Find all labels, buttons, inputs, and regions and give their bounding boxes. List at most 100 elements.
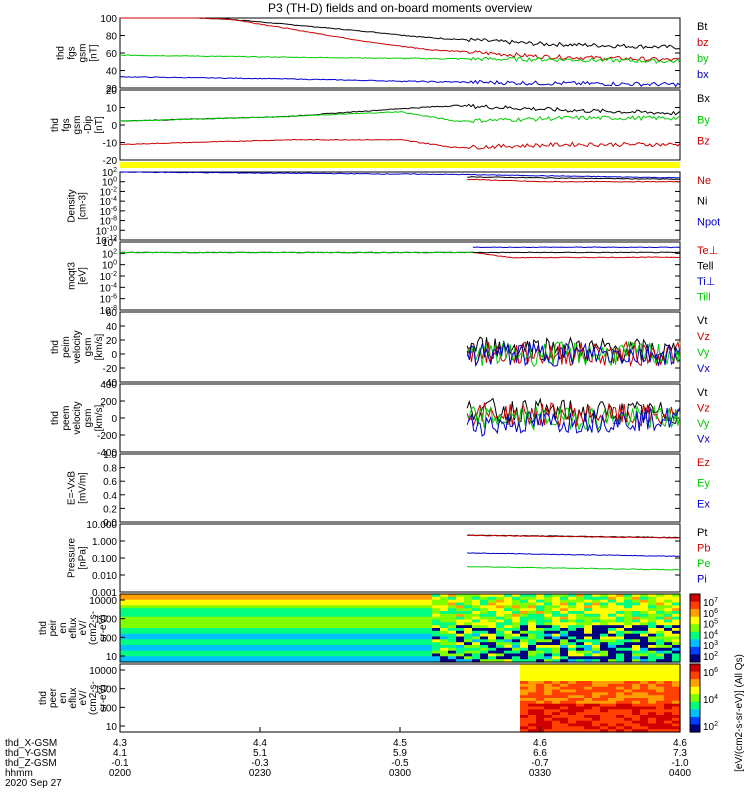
heat-cell <box>384 602 393 606</box>
heat-cell <box>280 622 289 626</box>
heat-cell <box>648 706 657 710</box>
heat-cell <box>544 613 553 618</box>
heat-cell <box>208 599 217 604</box>
heat-cell <box>640 698 649 702</box>
heat-cell <box>512 602 521 606</box>
heat-cell <box>544 703 553 708</box>
heat-cell <box>640 647 649 652</box>
heat-cell <box>560 675 569 679</box>
heat-cell <box>568 608 577 612</box>
heat-cell <box>560 636 569 640</box>
heat-cell <box>528 656 537 660</box>
heat-cell <box>472 613 481 618</box>
heat-cell <box>120 599 129 604</box>
heat-cell <box>600 698 609 702</box>
heat-cell <box>304 625 313 629</box>
y-tick-label: 20 <box>106 84 118 95</box>
heat-cell <box>536 717 545 722</box>
heat-cell <box>520 602 529 606</box>
heat-cell <box>424 596 433 601</box>
quality-flag-bar <box>120 162 680 168</box>
heat-cell <box>504 613 513 618</box>
heat-cell <box>544 712 553 716</box>
heat-cell <box>296 616 305 621</box>
heat-cell <box>240 594 249 598</box>
heat-cell <box>232 659 241 663</box>
heat-cell <box>488 622 497 626</box>
heat-cell <box>600 622 609 626</box>
legend-Vx: Vx <box>697 434 710 446</box>
heat-cell <box>360 656 369 660</box>
heat-cell <box>624 616 633 621</box>
heat-cell <box>408 599 417 604</box>
heat-cell <box>520 675 529 679</box>
heat-cell <box>384 594 393 598</box>
heat-cell <box>312 628 321 632</box>
heat-cell <box>560 650 569 655</box>
heat-cell <box>648 619 657 623</box>
heat-cell <box>464 656 473 660</box>
heat-cell <box>472 602 481 606</box>
heat-cell <box>208 633 217 638</box>
heat-cell <box>144 642 153 646</box>
heat-cell <box>272 616 281 621</box>
heat-cell <box>472 659 481 663</box>
heat-cell <box>616 678 625 682</box>
x-row-value: 5.1 <box>253 748 267 759</box>
heat-cell <box>336 642 345 646</box>
heat-cell <box>160 619 169 623</box>
heat-cell <box>536 645 545 649</box>
heat-cell <box>512 633 521 638</box>
heat-cell <box>264 647 273 652</box>
heat-cell <box>464 605 473 609</box>
heat-cell <box>520 683 529 688</box>
heat-cell <box>608 723 617 727</box>
heat-cell <box>160 642 169 646</box>
heat-cell <box>528 717 537 722</box>
heat-cell <box>656 596 665 601</box>
heat-cell <box>504 656 513 660</box>
heat-cell <box>480 619 489 623</box>
heat-cell <box>408 596 417 601</box>
heat-cell <box>520 656 529 660</box>
heat-cell <box>408 625 417 629</box>
heat-cell <box>120 645 129 649</box>
heat-cell <box>672 636 681 640</box>
heat-cell <box>128 645 137 649</box>
heat-cell <box>560 594 569 598</box>
heat-cell <box>464 659 473 663</box>
y-tick-label: 1000 <box>95 685 118 696</box>
heat-cell <box>200 605 209 609</box>
heat-cell <box>528 706 537 710</box>
heat-cell <box>304 599 313 604</box>
heat-cell <box>632 672 641 676</box>
heat-cell <box>496 630 505 635</box>
heat-cell <box>648 639 657 643</box>
heat-cell <box>272 645 281 649</box>
heat-cell <box>416 599 425 604</box>
heat-cell <box>184 616 193 621</box>
y-tick-label: 0.6 <box>103 477 117 488</box>
heat-cell <box>608 675 617 679</box>
heat-cell <box>640 656 649 660</box>
heat-cell <box>584 712 593 716</box>
heat-cell <box>240 602 249 606</box>
heat-cell <box>352 633 361 638</box>
heat-cell <box>608 611 617 615</box>
heat-cell <box>560 666 569 671</box>
colorbar-segment <box>690 594 700 603</box>
heat-cell <box>224 613 233 618</box>
heat-cell <box>616 596 625 601</box>
heat-cell <box>656 642 665 646</box>
heat-cell <box>592 692 601 696</box>
heat-cell <box>576 613 585 618</box>
heat-cell <box>616 666 625 671</box>
heat-cell <box>144 630 153 635</box>
heat-cell <box>672 633 681 638</box>
heat-cell <box>600 723 609 727</box>
heat-cell <box>392 645 401 649</box>
y-tick-label: 10-4 <box>100 282 117 294</box>
heat-cell <box>184 650 193 655</box>
heat-cell <box>648 608 657 612</box>
heat-cell <box>456 645 465 649</box>
